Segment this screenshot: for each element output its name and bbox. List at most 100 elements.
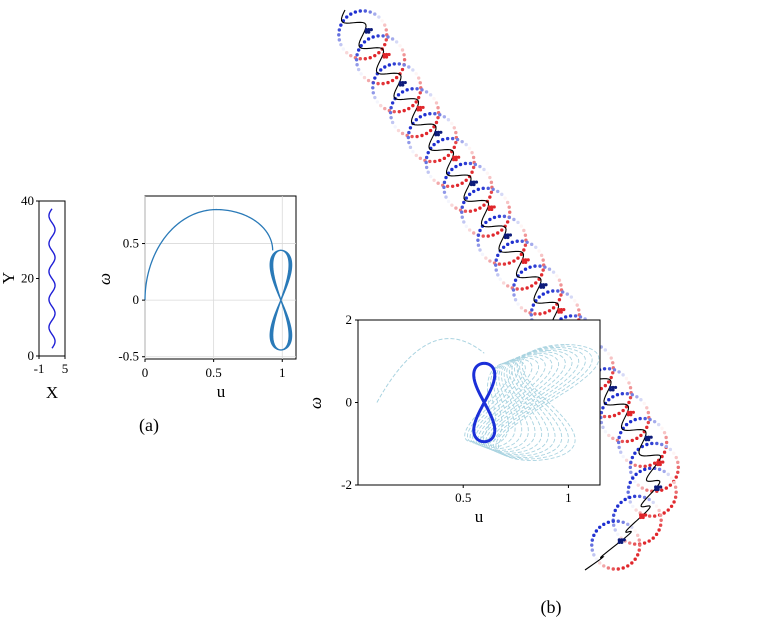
loop-dot <box>417 76 421 80</box>
cluster-dot <box>659 485 663 489</box>
loop-dot <box>396 93 401 97</box>
loop-dot <box>387 63 392 67</box>
loop-dot <box>400 67 405 72</box>
loop-dot <box>345 15 349 19</box>
cluster-dot <box>661 460 665 464</box>
loop-dot <box>637 494 642 499</box>
loop-dot <box>432 96 436 101</box>
cluster-dot <box>656 460 660 464</box>
loop-dot <box>442 156 447 161</box>
loop-dot <box>415 87 419 91</box>
loop-dot <box>424 155 429 160</box>
loop-dot <box>612 368 617 372</box>
loop-dot <box>628 480 632 485</box>
loop-dot <box>408 126 413 130</box>
loop-dot <box>424 131 429 136</box>
loop-dot <box>577 308 581 312</box>
cluster-dot <box>641 513 645 517</box>
loop-dot <box>366 37 371 41</box>
cluster-dot <box>452 158 456 162</box>
loop-dot <box>467 146 472 151</box>
loop-dot <box>471 165 476 170</box>
loop-dot <box>621 454 625 459</box>
swimmer-loop <box>590 519 642 571</box>
loop-dot <box>599 410 604 415</box>
cluster-dot <box>384 52 389 57</box>
swimmer-cluster <box>656 460 665 467</box>
loop-dot <box>602 522 606 527</box>
cluster-dot <box>557 308 561 312</box>
cluster-dot <box>541 283 546 287</box>
loop-dot <box>481 234 485 238</box>
cluster-dot <box>367 28 371 32</box>
cluster-dot <box>387 52 391 57</box>
loop-dot <box>341 47 346 51</box>
loop-dot <box>616 519 620 523</box>
loop-dot <box>561 290 565 294</box>
loop-dot <box>575 303 579 307</box>
loop-dot <box>498 277 502 281</box>
loop-dot <box>611 513 616 517</box>
cluster-dot <box>436 130 440 134</box>
loop-dot <box>621 520 625 524</box>
loop-dot <box>578 315 583 319</box>
phase-ytick-label: -0.5 <box>118 349 139 364</box>
cluster-dot <box>524 258 528 262</box>
loop-dot <box>603 383 608 388</box>
loop-dot <box>359 72 363 76</box>
cluster-dot <box>364 28 368 32</box>
loop-dot <box>627 400 631 405</box>
loop-dot <box>563 315 568 319</box>
loop-dot <box>362 75 367 80</box>
trajectory-ytick-label: 0 <box>28 348 35 363</box>
cluster-dot <box>382 55 386 59</box>
loop-dot <box>636 533 640 538</box>
cluster-dot <box>367 30 371 34</box>
cluster-dot <box>418 108 423 112</box>
loop-dot <box>429 174 433 179</box>
loop-dot <box>383 65 387 69</box>
swimmer-cluster <box>469 180 479 187</box>
loop-dot <box>627 381 631 385</box>
inset-ytick-label: -2 <box>341 477 352 492</box>
cluster-dot <box>503 235 508 240</box>
loop-dot <box>450 136 455 141</box>
loop-dot <box>650 441 654 446</box>
loop-dot <box>362 40 367 44</box>
cluster-dot <box>639 513 643 517</box>
loop-dot <box>534 245 538 249</box>
loop-dot <box>428 159 432 164</box>
loop-dot <box>635 436 639 441</box>
loop-dot <box>373 95 377 100</box>
loop-dot <box>438 158 442 163</box>
loop-dot <box>512 283 516 287</box>
loop-dot <box>450 203 454 207</box>
loop-dot <box>673 495 678 499</box>
loop-dot <box>381 34 385 38</box>
loop-dot <box>557 298 562 302</box>
loop-dot <box>450 121 454 126</box>
loop-dot <box>359 43 363 48</box>
loop-dot <box>445 136 450 141</box>
trajectory-ylabel: Y <box>0 272 18 284</box>
cluster-dot <box>452 155 456 159</box>
loop-dot <box>460 181 464 185</box>
loop-dot <box>520 287 524 291</box>
cluster-dot <box>649 435 653 439</box>
cluster-dot <box>416 108 420 112</box>
loop-dot <box>547 267 552 271</box>
loop-dot <box>643 464 647 469</box>
loop-dot <box>407 106 411 111</box>
cluster-dot <box>364 30 368 34</box>
loop-dot <box>609 356 613 360</box>
loop-dot <box>454 206 458 210</box>
loop-dot <box>637 548 641 552</box>
cluster-dot <box>626 410 630 414</box>
loop-dot <box>573 299 577 303</box>
loop-dot <box>668 483 673 487</box>
loop-dot <box>606 351 611 356</box>
loop-dot <box>355 63 359 67</box>
trajectory-line <box>48 208 56 349</box>
trajectory-ytick-label: 20 <box>21 271 34 286</box>
loop-dot <box>523 243 528 247</box>
